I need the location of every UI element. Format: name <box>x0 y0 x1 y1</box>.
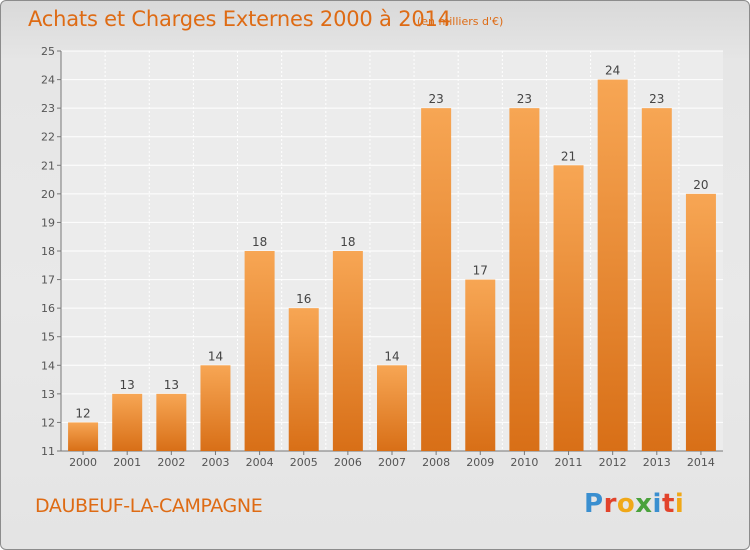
bar <box>288 308 319 451</box>
data-label: 12 <box>75 406 90 420</box>
data-label: 14 <box>208 349 223 363</box>
y-tick-label: 19 <box>41 216 55 229</box>
y-tick-label: 20 <box>41 188 55 201</box>
y-tick-label: 14 <box>41 359 55 372</box>
y-tick-label: 15 <box>41 331 55 344</box>
x-tick-label: 2005 <box>290 456 318 469</box>
logo-letter: i <box>652 489 662 519</box>
logo-letter: t <box>661 489 675 519</box>
x-tick-label: 2008 <box>422 456 450 469</box>
data-label: 17 <box>473 264 488 278</box>
data-label: 18 <box>252 235 267 249</box>
y-tick-label: 21 <box>41 159 55 172</box>
chart-subtitle: (en milliers d'€) <box>417 15 504 28</box>
bar <box>156 393 187 451</box>
y-tick-label: 11 <box>41 445 55 458</box>
bar <box>641 108 672 452</box>
commune-name: DAUBEUF-LA-CAMPAGNE <box>35 495 263 517</box>
y-tick-label: 25 <box>41 45 55 58</box>
bar <box>685 193 716 451</box>
logo-letter: r <box>603 489 617 519</box>
x-tick-label: 2002 <box>157 456 185 469</box>
data-label: 14 <box>384 349 399 363</box>
y-tick-label: 12 <box>41 416 55 429</box>
bar <box>377 365 407 451</box>
logo-letter: x <box>635 489 653 519</box>
y-tick-label: 23 <box>41 102 55 115</box>
y-tick-label: 16 <box>41 302 55 315</box>
x-tick-label: 2003 <box>201 456 229 469</box>
bar <box>68 422 99 451</box>
x-tick-label: 2012 <box>599 456 627 469</box>
bar <box>332 251 363 451</box>
x-tick-label: 2000 <box>69 456 97 469</box>
data-label: 23 <box>649 92 664 106</box>
x-tick-label: 2013 <box>643 456 671 469</box>
x-tick-label: 2010 <box>510 456 538 469</box>
logo-letter: P <box>584 489 604 519</box>
bar <box>244 251 275 451</box>
data-label: 20 <box>693 178 708 192</box>
x-tick-label: 2011 <box>555 456 583 469</box>
bar <box>421 108 452 452</box>
proxiti-logo[interactable]: Proxiti <box>584 489 684 519</box>
data-label: 18 <box>340 235 355 249</box>
x-tick-label: 2007 <box>378 456 406 469</box>
x-tick-label: 2009 <box>466 456 494 469</box>
bar <box>112 393 143 451</box>
y-tick-label: 18 <box>41 245 55 258</box>
bar <box>200 365 231 451</box>
y-tick-label: 24 <box>41 74 55 87</box>
data-label: 23 <box>428 92 443 106</box>
x-tick-label: 2014 <box>687 456 715 469</box>
data-label: 24 <box>605 64 620 78</box>
data-label: 13 <box>120 378 135 392</box>
data-label: 21 <box>561 149 576 163</box>
y-tick-label: 22 <box>41 131 55 144</box>
y-tick-label: 13 <box>41 388 55 401</box>
chart-title: Achats et Charges Externes 2000 à 2014 <box>28 7 451 31</box>
y-tick-label: 17 <box>41 274 55 287</box>
bar <box>465 279 496 451</box>
logo-letter: o <box>616 489 636 519</box>
x-tick-label: 2001 <box>113 456 141 469</box>
data-label: 23 <box>517 92 532 106</box>
bar <box>597 79 628 452</box>
logo-letter: i <box>674 489 685 519</box>
x-tick-label: 2006 <box>334 456 362 469</box>
bar <box>509 108 540 452</box>
data-label: 16 <box>296 292 311 306</box>
data-label: 13 <box>164 378 179 392</box>
bar <box>553 165 584 452</box>
x-tick-label: 2004 <box>246 456 274 469</box>
